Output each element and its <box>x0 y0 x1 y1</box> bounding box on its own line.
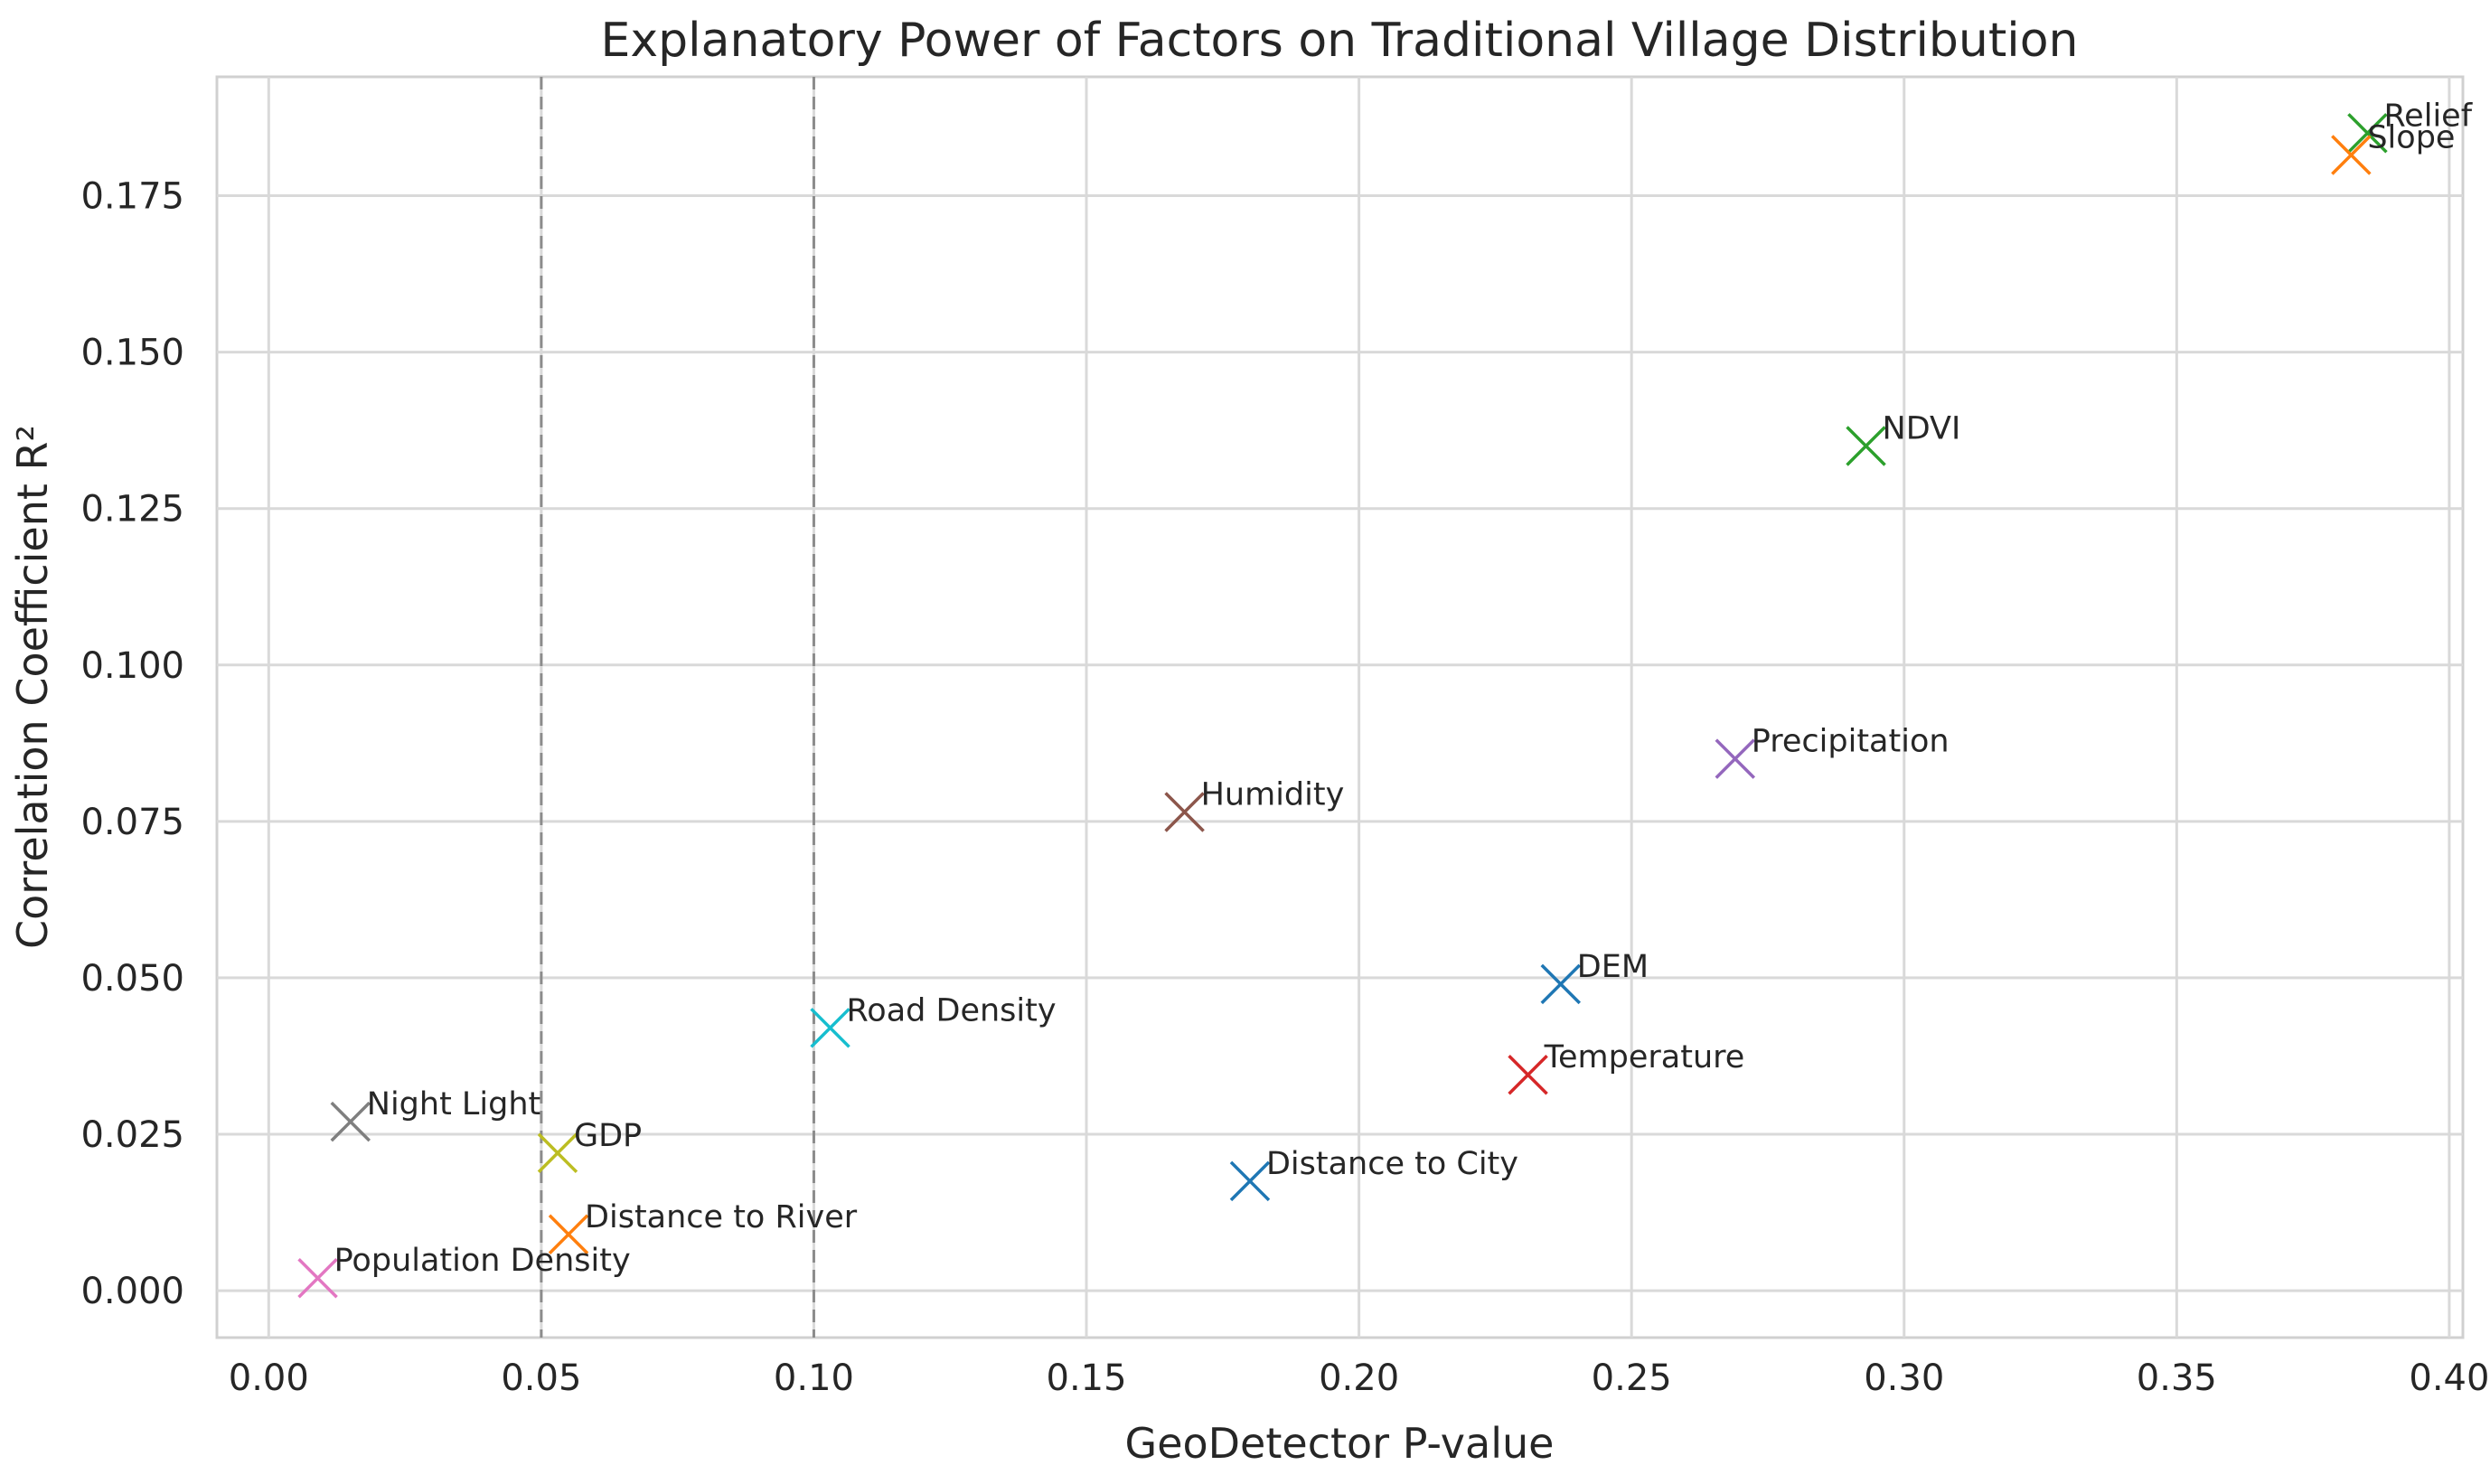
data-point <box>1508 1054 1548 1095</box>
point-label: DEM <box>1577 949 1649 985</box>
point-label: Humidity <box>1201 776 1345 812</box>
data-point <box>1164 792 1205 832</box>
x-tick-label: 0.35 <box>2137 1357 2217 1399</box>
point-label: Distance to City <box>1266 1146 1518 1182</box>
data-point <box>1229 1160 1271 1202</box>
x-tick-label: 0.00 <box>229 1357 309 1399</box>
point-label: Distance to River <box>585 1199 858 1235</box>
data-point <box>2347 113 2388 154</box>
y-tick-label: 0.100 <box>80 645 184 687</box>
point-label: Temperature <box>1544 1039 1745 1075</box>
data-point <box>330 1101 371 1142</box>
y-tick-label: 0.150 <box>80 333 184 374</box>
data-point <box>2331 135 2372 175</box>
point-label: GDP <box>574 1118 642 1154</box>
data-point <box>1715 738 1756 779</box>
y-tick-label: 0.075 <box>80 802 184 843</box>
point-label: Road Density <box>847 992 1057 1028</box>
point-label: Night Light <box>367 1086 541 1122</box>
data-point <box>548 1214 589 1255</box>
data-point <box>1540 963 1582 1005</box>
data-point <box>297 1257 338 1299</box>
x-tick-label: 0.05 <box>501 1357 581 1399</box>
x-tick-label: 0.10 <box>774 1357 854 1399</box>
data-point <box>810 1008 850 1048</box>
y-tick-label: 0.050 <box>80 958 184 1000</box>
point-label: Population Density <box>334 1243 631 1279</box>
y-axis-label: Correlation Coefficient R² <box>8 425 57 949</box>
x-tick-label: 0.40 <box>2409 1357 2489 1399</box>
chart-title: Explanatory Power of Factors on Traditio… <box>601 14 2079 68</box>
x-tick-label: 0.20 <box>1319 1357 1399 1399</box>
x-tick-label: 0.15 <box>1047 1357 1127 1399</box>
point-label: Precipitation <box>1752 724 1950 760</box>
point-label: NDVI <box>1883 410 1961 446</box>
y-tick-label: 0.000 <box>80 1271 184 1312</box>
data-point <box>1846 426 1886 466</box>
data-point <box>537 1132 578 1174</box>
point-label: Relief <box>2383 98 2472 134</box>
y-tick-label: 0.025 <box>80 1114 184 1156</box>
x-tick-label: 0.25 <box>1592 1357 1672 1399</box>
y-tick-label: 0.125 <box>80 489 184 531</box>
point-label: Slope <box>2367 120 2455 156</box>
y-tick-label: 0.175 <box>80 176 184 218</box>
x-tick-label: 0.30 <box>1864 1357 1944 1399</box>
plot-area <box>215 75 2465 1339</box>
x-axis-label: GeoDetector P-value <box>1125 1419 1555 1468</box>
